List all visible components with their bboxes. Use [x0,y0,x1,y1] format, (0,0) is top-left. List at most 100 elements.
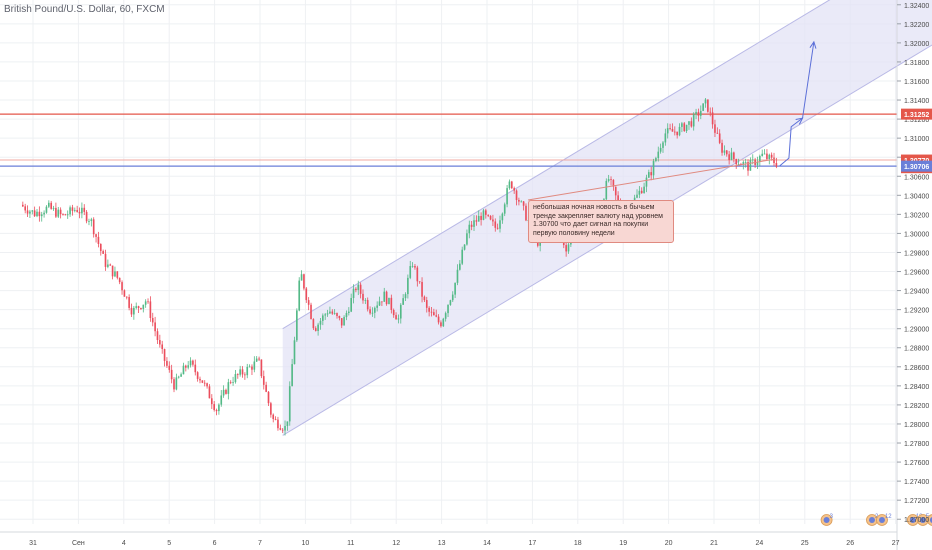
candle-body [227,382,230,394]
candle-body [104,253,107,267]
candle-body [130,307,133,315]
x-tick-label: 24 [756,540,764,547]
candle-body [395,315,397,320]
annotation-callout[interactable]: небольшая ночная новость в бычьем тренде… [528,200,674,243]
x-tick-label: 12 [392,540,400,547]
candle-body [489,215,492,220]
candle-body [414,265,416,268]
candle-body [605,180,608,200]
event-flag-icon [926,514,932,526]
candle-body [208,386,211,399]
x-tick-label: 10 [302,540,310,547]
candle-body [66,214,69,216]
forecast-arrowhead-end [809,40,817,49]
candle-body [310,304,312,320]
y-tick-label: 1.32400 [904,3,929,10]
candle-body [326,313,329,315]
candle-body [735,159,738,165]
y-tick-label: 1.31400 [904,98,929,105]
candle-body [451,294,454,301]
candle-body [140,308,142,309]
candle-body [163,349,166,361]
candle-body [258,358,260,360]
candle-body [265,384,267,392]
candle-body [520,201,523,203]
candle-body [95,234,97,237]
candle-body [699,110,702,116]
candle-body [255,358,258,362]
candle-body [194,364,197,373]
candle-body [241,369,244,375]
y-tick-label: 1.29400 [904,289,929,296]
candle-body [749,160,752,171]
candle-body [404,294,407,299]
candle-body [201,380,204,383]
candle-body [567,244,570,252]
candle-body [376,305,378,308]
candle-body [711,112,714,125]
candle-body [496,227,499,229]
candle-body [319,320,322,325]
y-tick-label: 1.28400 [904,384,929,391]
candle-body [166,360,168,366]
candle-body [690,121,693,127]
event-flag-core [823,517,830,523]
y-tick-label: 1.30200 [904,212,929,219]
x-tick-label: Сен [72,540,85,547]
candle-body [350,298,353,312]
candle-body [81,207,83,214]
candle-body [692,114,695,127]
candle-body [763,153,766,155]
candle-body [270,403,272,415]
candle-body [768,154,771,159]
candle-body [88,220,90,222]
candle-body [262,376,265,385]
candle-body [338,315,341,319]
candle-body [159,340,161,345]
x-tick-label: 20 [665,540,673,547]
candle-body [518,199,520,202]
candle-body [324,314,327,316]
price-label-text: 1.30706 [904,164,929,171]
candle-body [388,297,390,305]
candle-body [447,304,449,314]
candle-body [525,205,527,221]
candle-body [742,162,745,165]
candle-body [116,271,119,278]
candle-body [154,322,156,332]
price-axis: 1.32400 1.32200 1.32000 1.31800 1.31600 1.314… [896,0,932,550]
candle-body [133,307,135,315]
x-tick-label: 13 [438,540,446,547]
candle-body [456,269,459,283]
candle-body [409,266,412,278]
candle-body [659,147,662,152]
candle-body [652,161,655,176]
candle-body [288,386,291,422]
candle-body [390,297,393,310]
candle-body [38,211,41,217]
candle-body [565,245,567,252]
candle-body [189,360,192,366]
candle-body [196,372,199,379]
candle-body [766,153,768,159]
candle-body [499,220,501,229]
candle-body [359,284,362,294]
candle-body [378,301,381,306]
candle-body [770,154,773,158]
y-tick-label: 1.28600 [904,365,929,372]
candle-body [73,210,76,211]
candle-body [331,311,334,314]
candle-body [267,391,270,404]
candle-body [284,425,286,431]
candle-body [688,121,690,125]
candle-body [322,315,324,321]
candle-body [206,383,208,387]
chart-title: British Pound/U.S. Dollar, 60, FXCM [4,4,165,15]
candle-body [329,311,331,314]
candle-body [274,419,277,420]
candle-body [421,281,423,297]
forecast-arrowhead-mid [795,117,804,125]
candle-body [225,389,227,394]
y-tick-label: 1.27200 [904,498,929,505]
